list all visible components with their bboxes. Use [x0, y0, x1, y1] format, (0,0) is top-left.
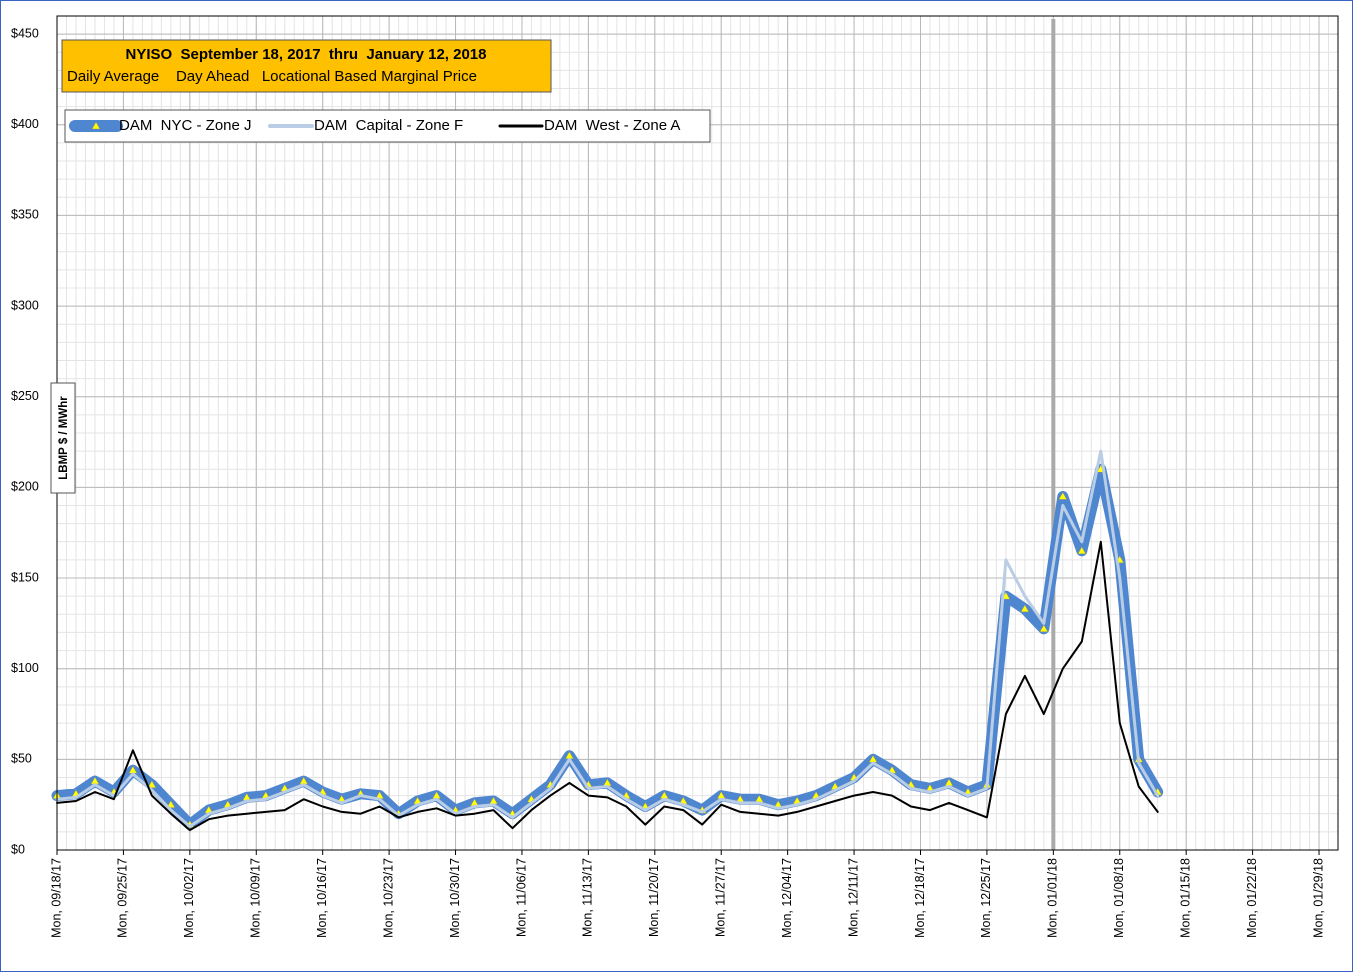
legend: DAM NYC - Zone J DAM Capital - Zone F DAM … [64, 109, 711, 143]
y-axis-label: LBMP $ / MWhr [58, 396, 70, 480]
y-tick-label: $150 [11, 570, 39, 584]
x-tick-label: Mon, 12/04/17 [780, 858, 794, 938]
legend-background [64, 109, 711, 143]
y-tick-label: $250 [11, 389, 39, 403]
legend-label: DAM NYC - Zone J [119, 117, 252, 134]
y-tick-label: $350 [11, 208, 39, 222]
grid [56, 15, 1339, 851]
x-tick-label: Mon, 11/06/17 [514, 858, 528, 937]
x-tick-label: Mon, 01/08/18 [1112, 858, 1126, 938]
data-point [1039, 624, 1049, 633]
y-label-background [50, 382, 76, 494]
x-tick-label: Mon, 10/30/17 [448, 858, 462, 938]
x-tick-label: Mon, 11/13/17 [581, 858, 595, 937]
title-background [61, 39, 552, 93]
y-tick-label: $50 [11, 752, 32, 766]
line-series [56, 540, 1159, 832]
x-tick-label: Mon, 12/25/17 [979, 858, 993, 938]
data-point [147, 780, 157, 788]
x-tick-label: Mon, 10/02/17 [182, 858, 196, 938]
y-tick-label: $300 [11, 298, 39, 312]
y-tick-label: $100 [11, 661, 39, 675]
plot [51, 449, 1164, 832]
legend-marker [91, 121, 101, 130]
x-tick-label: Mon, 01/29/18 [1311, 858, 1325, 938]
x-tick-label: Mon, 01/01/18 [1046, 858, 1060, 938]
chart-subtitle: Daily Average Day Ahead Locational Based… [67, 68, 477, 85]
data-point [1058, 491, 1068, 500]
legend-label: DAM Capital - Zone F [314, 117, 463, 134]
x-tick-label: Mon, 11/20/17 [647, 858, 661, 937]
x-tick-label: Mon, 09/25/17 [116, 858, 130, 938]
legend-label: DAM West - Zone A [544, 117, 680, 134]
x-tick-label: Mon, 10/09/17 [249, 858, 263, 938]
y-label-box: LBMP $ / MWhr [50, 382, 76, 494]
x-tick-label: Mon, 11/27/17 [714, 858, 728, 937]
data-point [1077, 546, 1087, 555]
x-tick-label: Mon, 01/15/18 [1178, 858, 1192, 938]
x-tick-label: Mon, 12/11/17 [846, 858, 860, 937]
axes: $0 $50 $100 $150 $200 $250 $300 $350 $400 $450 Mon… [11, 15, 1339, 938]
title-box: NYISO September 18, 2017 thru January 12… [61, 39, 552, 93]
x-tick-label: Mon, 10/16/17 [315, 858, 329, 938]
line-series [55, 449, 1160, 828]
x-tick-label: Mon, 01/22/18 [1245, 858, 1259, 938]
x-tick-label: Mon, 09/18/17 [49, 858, 63, 938]
x-tick-label: Mon, 12/18/17 [913, 858, 927, 938]
y-tick-label: $400 [11, 117, 39, 131]
data-point [1020, 604, 1030, 613]
y-tick-label: $0 [11, 842, 25, 856]
x-tick-label: Mon, 10/23/17 [381, 858, 395, 938]
chart-title: NYISO September 18, 2017 thru January 12… [125, 46, 486, 63]
y-tick-label: $200 [11, 480, 39, 494]
y-tick-label: $450 [11, 26, 39, 40]
